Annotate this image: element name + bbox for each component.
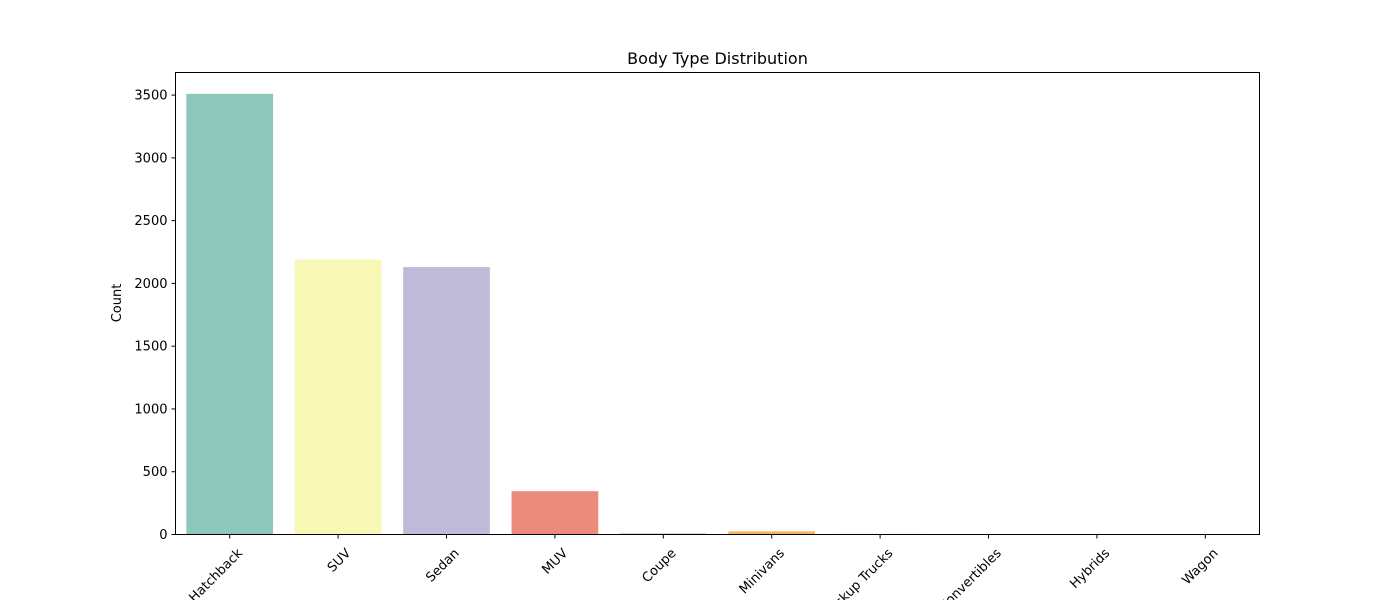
x-tick-label: Hybrids bbox=[1067, 546, 1113, 592]
x-tick-label: SUV bbox=[325, 546, 355, 576]
y-tick-label: 3000 bbox=[134, 151, 167, 166]
x-tick-label: Wagon bbox=[1179, 546, 1221, 588]
x-tick-label: Pickup Trucks bbox=[824, 546, 896, 600]
x-tick-label: Coupe bbox=[640, 546, 680, 586]
bar-sedan bbox=[403, 267, 490, 535]
bar-hatchback bbox=[186, 93, 274, 535]
y-tick-label: 1000 bbox=[134, 402, 167, 417]
y-tick-label: 3500 bbox=[134, 89, 167, 104]
y-axis-label: Count bbox=[110, 284, 125, 323]
x-tick-label: Hatchback bbox=[186, 546, 246, 600]
x-tick-label: Convertibles bbox=[936, 546, 1005, 600]
y-tick-label: 2500 bbox=[134, 214, 167, 229]
plot-frame bbox=[175, 72, 1260, 535]
bar-minivans bbox=[728, 531, 816, 535]
chart-title: Body Type Distribution bbox=[627, 49, 808, 68]
y-tick-label: 2000 bbox=[134, 277, 167, 292]
plot-area bbox=[186, 93, 1249, 535]
y-axis: 0 500 1000 1500 2000 2500 3000 3500 bbox=[134, 89, 176, 543]
bar-muv bbox=[511, 491, 599, 535]
x-axis: Hatchback SUV Sedan MUV Coupe Minivans Pickup … bbox=[186, 534, 1221, 600]
y-tick-label: 1500 bbox=[134, 340, 167, 355]
bar-coupe bbox=[619, 533, 707, 535]
y-tick-label: 0 bbox=[159, 528, 167, 543]
y-tick-label: 500 bbox=[143, 465, 168, 480]
x-tick-label: Sedan bbox=[423, 546, 462, 585]
bar-suv bbox=[294, 259, 382, 535]
x-tick-label: Minivans bbox=[737, 546, 788, 597]
x-tick-label: MUV bbox=[540, 546, 572, 578]
